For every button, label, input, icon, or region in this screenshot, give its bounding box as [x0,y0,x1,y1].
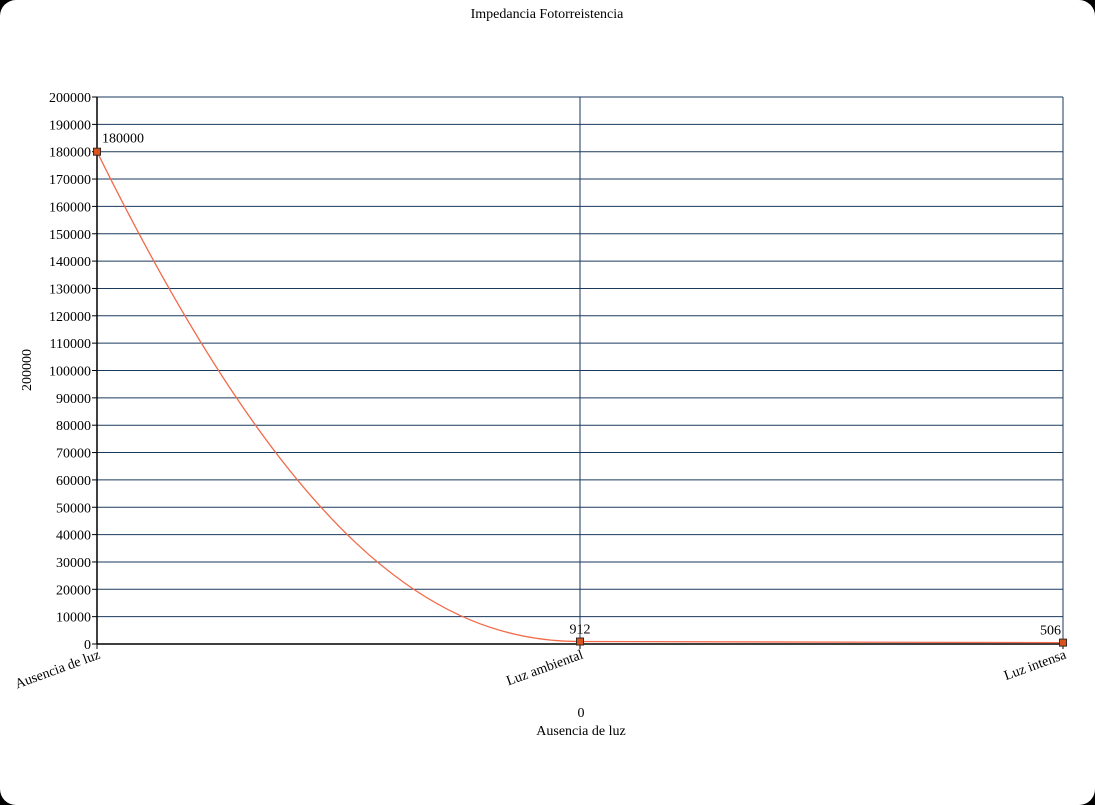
y-tick-labels: 0 10000 20000 30000 40000 50000 60000 70000 8000… [49,91,91,653]
series-group [93,147,1067,647]
chart-title: Impedancia Fotorreistencia [471,7,625,22]
y-tick-label: 190000 [49,118,91,133]
data-label: 506 [1040,624,1061,639]
data-point [1059,638,1067,647]
y-tick-label: 90000 [56,392,91,407]
y-tick-label: 100000 [49,365,91,380]
y-tick-label: 180000 [49,146,91,161]
y-tick-label: 160000 [49,200,91,215]
data-labels: 180000 912 506 [102,132,1061,639]
axes [92,96,1064,649]
x-axis-value-label: 0 [578,706,585,721]
x-tick-label: Luz intensa [1002,647,1069,684]
y-tick-label: 110000 [50,337,91,352]
y-tick-label: 140000 [49,255,91,270]
y-tick-label: 70000 [56,447,91,462]
x-tick-label: Ausencia de luz [13,648,102,693]
y-tick-label: 40000 [56,529,91,544]
y-tick-label: 200000 [49,91,91,106]
x-tick-label: Luz ambiental [505,648,586,690]
y-tick-label: 30000 [56,556,91,571]
y-tick-label: 150000 [49,228,91,243]
data-point [576,637,584,646]
y-tick-label: 130000 [49,282,91,297]
y-tick-label: 80000 [56,419,91,434]
y-tick-label: 10000 [56,611,91,626]
series-line [96,151,1064,644]
x-tick-labels: Ausencia de luz Luz ambiental Luz intensa [13,647,1069,692]
y-axis-label: 200000 [20,349,35,391]
y-tick-label: 170000 [49,173,91,188]
y-tick-label: 120000 [49,310,91,325]
y-tick-label: 0 [84,638,91,653]
gridlines [97,96,1064,644]
x-axis-label: Ausencia de luz [536,724,625,739]
y-tick-label: 50000 [56,501,91,516]
data-label: 912 [570,623,591,638]
y-tick-label: 20000 [56,583,91,598]
data-label: 180000 [102,132,144,147]
y-tick-label: 60000 [56,474,91,489]
data-point [93,147,101,156]
